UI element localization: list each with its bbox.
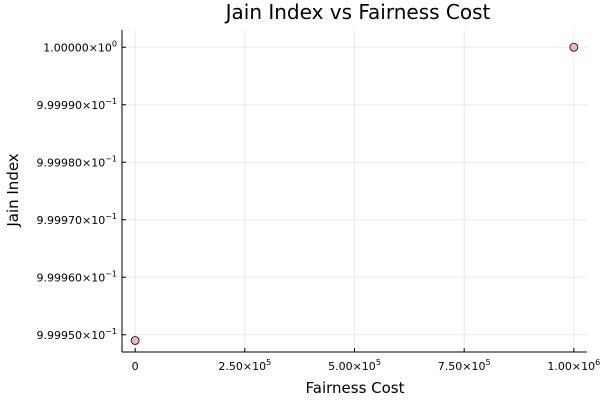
y-axis-title: Jain Index: [4, 153, 22, 227]
y-tick-label: 9.99960×10−1: [37, 269, 118, 284]
y-tick-label: 9.99990×10−1: [37, 97, 118, 112]
y-axis-ticks: 9.99950×10−1 9.99960×10−1 9.99970×10−1 9.99…: [37, 39, 126, 342]
scatter-point: [569, 42, 579, 52]
y-tick-label: 9.99980×10−1: [37, 154, 118, 169]
y-tick-label: 9.99950×10−1: [37, 327, 118, 342]
scatter-point: [130, 336, 140, 345]
grid-lines: [122, 30, 587, 352]
x-tick-label: 0: [132, 360, 139, 373]
chart-title: Jain Index vs Fairness Cost: [224, 0, 491, 24]
x-tick-label: 7.50×105: [438, 358, 491, 373]
x-tick-label: 2.50×105: [218, 358, 271, 373]
y-tick-label: 1.00000×100: [43, 39, 117, 54]
data-points: [130, 42, 579, 345]
x-tick-label: 5.00×105: [328, 358, 381, 373]
x-tick-label: 1.00×106: [547, 358, 600, 373]
x-axis-ticks: 0 2.50×105 5.00×105 7.50×105 1.00×106: [132, 348, 600, 373]
y-tick-label: 9.99970×10−1: [37, 212, 118, 227]
x-axis-title: Fairness Cost: [306, 379, 405, 397]
